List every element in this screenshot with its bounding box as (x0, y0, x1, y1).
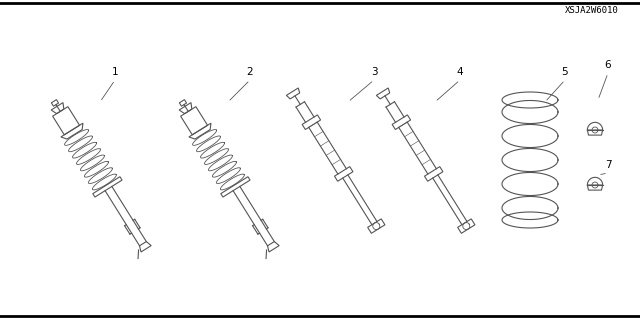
Text: XSJA2W6010: XSJA2W6010 (565, 6, 619, 15)
Text: 2: 2 (246, 67, 253, 77)
Text: 4: 4 (457, 67, 463, 77)
Text: 1: 1 (112, 67, 118, 77)
Text: 7: 7 (605, 160, 611, 170)
Text: 5: 5 (562, 67, 568, 77)
Text: 3: 3 (371, 67, 378, 77)
Text: 6: 6 (605, 60, 611, 70)
